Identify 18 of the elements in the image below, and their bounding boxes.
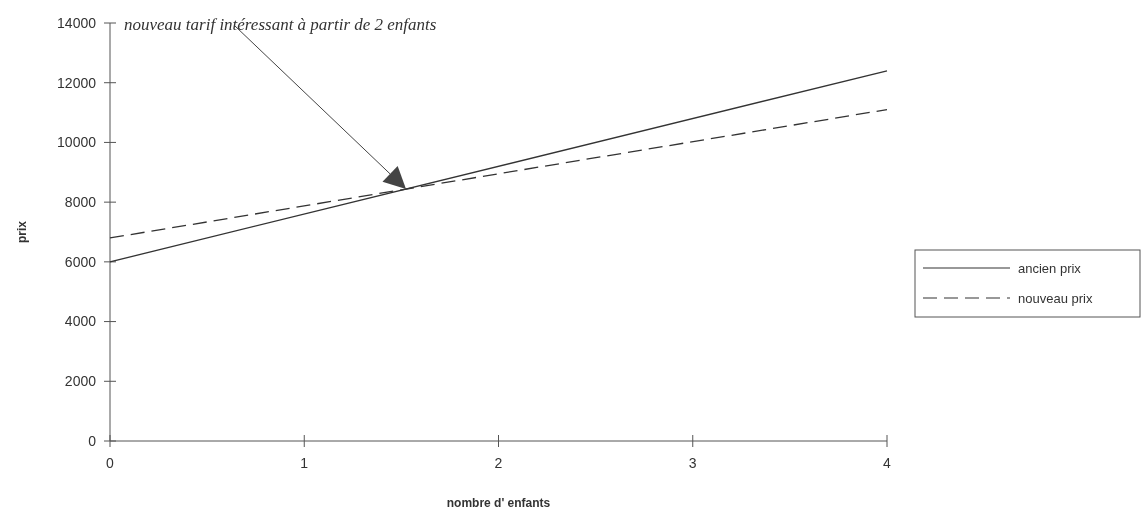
y-tick-label: 2000	[64, 373, 97, 390]
y-tick-label: 0	[88, 432, 97, 449]
y-axis-title: prix	[15, 220, 29, 244]
y-tick-label: 8000	[64, 194, 97, 211]
x-tick-label: 0	[106, 455, 115, 471]
y-tick-label: 12000	[57, 74, 97, 91]
x-tick-label: 1	[300, 455, 309, 471]
x-tick-label: 4	[883, 455, 892, 471]
y-tick-label: 10000	[57, 134, 97, 151]
y-tick-label: 4000	[64, 313, 97, 330]
y-tick-label: 6000	[64, 253, 97, 270]
annotation: nouveau tarif intéressant à partir de 2 enfants	[124, 15, 437, 34]
y-tick-label: 14000	[57, 14, 97, 31]
x-axis-title: nombre d' enfants	[446, 496, 551, 510]
x-tick-label: 2	[494, 455, 503, 471]
x-tick-label: 3	[688, 455, 697, 471]
text: nouveau prix	[1018, 290, 1093, 306]
text: ancien prix	[1018, 260, 1082, 276]
